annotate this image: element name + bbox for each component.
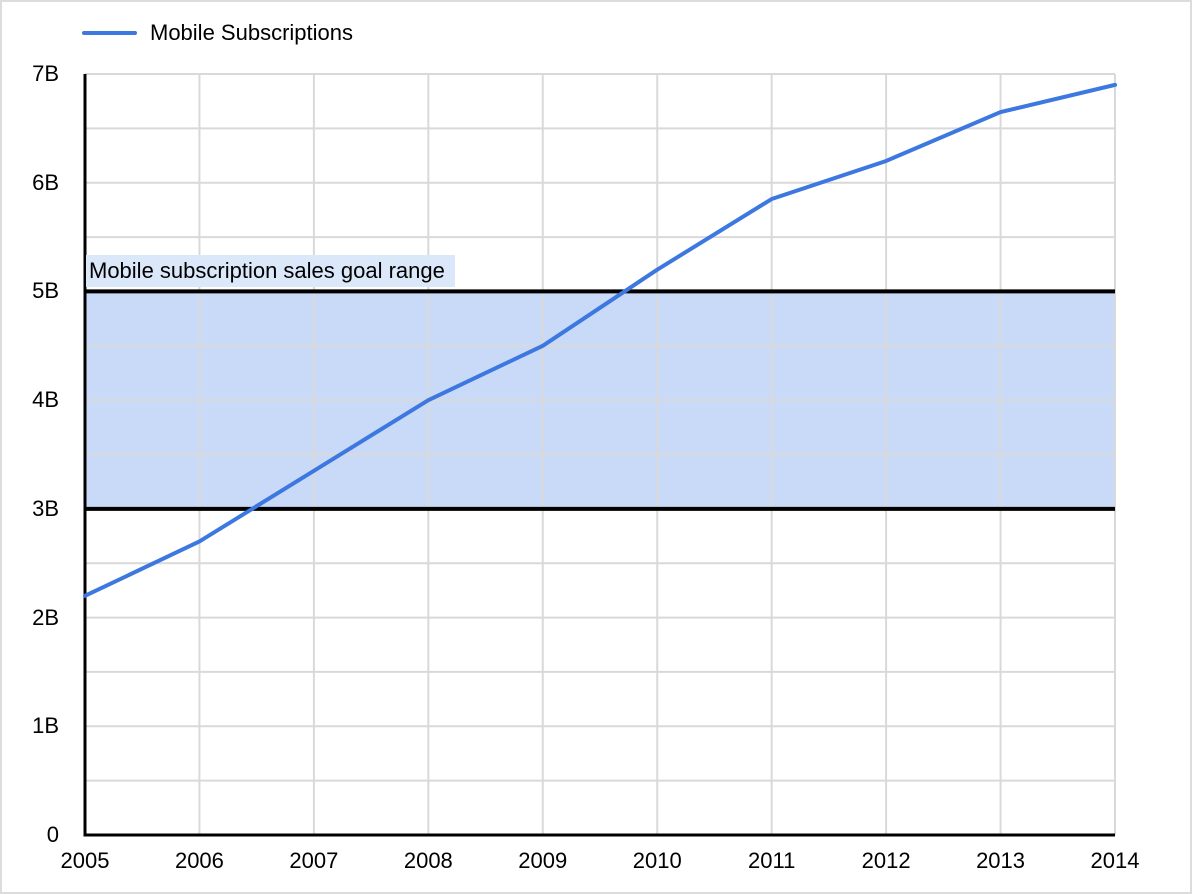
x-tick-label: 2014 (1090, 848, 1140, 873)
y-tick-label: 2B (32, 604, 59, 630)
x-tick-label: 2011 (748, 848, 796, 873)
y-tick-label: 6B (32, 169, 59, 195)
legend-series-label: Mobile Subscriptions (150, 20, 353, 45)
goal-range-annotation: Mobile subscription sales goal range (86, 255, 455, 287)
x-tick-label: 2013 (976, 848, 1026, 873)
x-tick-label: 2005 (60, 848, 110, 873)
x-tick-label: 2012 (861, 848, 911, 873)
y-tick-label: 5B (32, 278, 59, 304)
x-tick-label: 2009 (518, 848, 568, 873)
x-tick-label: 2008 (403, 848, 453, 873)
x-tick-label: 2007 (289, 848, 339, 873)
y-tick-label: 0 (46, 822, 59, 847)
y-tick-label: 3B (32, 495, 59, 521)
y-tick-label: 1B (32, 713, 59, 739)
series-line (83, 82, 1117, 598)
x-tick-label: 2010 (632, 848, 682, 873)
x-tick-label: 2006 (174, 848, 224, 873)
y-tick-label: 7B (32, 61, 59, 86)
y-tick-label: 4B (32, 387, 59, 413)
legend-line-swatch (82, 31, 137, 35)
legend: Mobile Subscriptions (82, 19, 353, 47)
